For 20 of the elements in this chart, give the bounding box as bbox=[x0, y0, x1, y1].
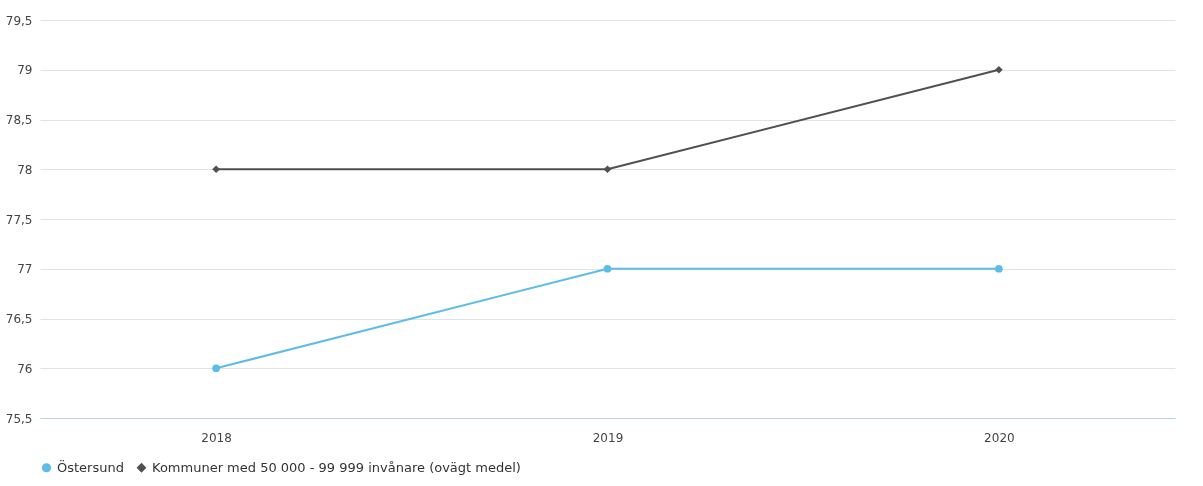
point bbox=[212, 364, 220, 373]
y-tick-label: 76,5 bbox=[5, 312, 33, 326]
y-tick-label: 76 bbox=[17, 361, 33, 376]
point bbox=[995, 65, 1003, 74]
x-tick-label: 2019 bbox=[592, 430, 624, 445]
y-tick-label: 78 bbox=[17, 162, 33, 177]
point bbox=[603, 264, 612, 273]
legend-label: Kommuner med 50 000 - 99 999 invånare (ovägt medel) bbox=[152, 459, 521, 475]
y-tick-label: 77,5 bbox=[5, 212, 33, 227]
y-tick-label: 75,5 bbox=[5, 411, 33, 426]
y-tick-label: 79 bbox=[17, 63, 33, 78]
x-tick-label: 2020 bbox=[984, 430, 1015, 445]
point bbox=[212, 165, 220, 174]
y-tick-label: 79,5 bbox=[5, 13, 33, 28]
x-tick-label: 2018 bbox=[201, 430, 232, 445]
y-tick-label: 78,5 bbox=[5, 113, 33, 127]
y-tick-label: 77 bbox=[17, 262, 33, 277]
point bbox=[995, 264, 1003, 273]
legend-label: Östersund bbox=[57, 458, 124, 475]
point bbox=[603, 165, 612, 174]
